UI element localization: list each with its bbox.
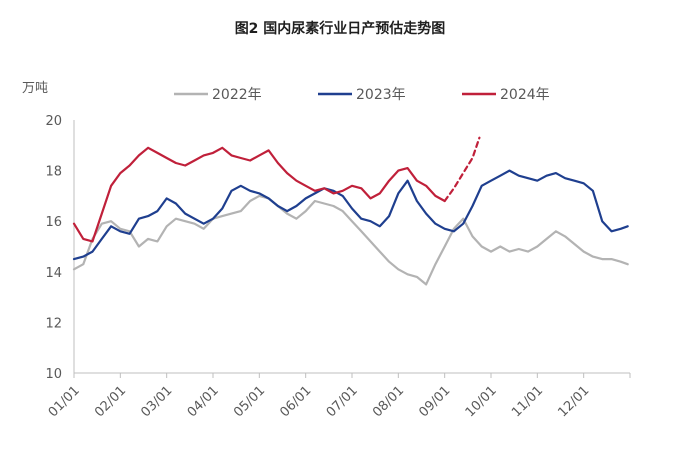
- x-tick-label: 10/01: [463, 383, 500, 420]
- legend-label: 2023年: [356, 87, 406, 103]
- y-tick-label: 20: [45, 114, 62, 129]
- x-tick-label: 11/01: [509, 383, 546, 420]
- series-line-2: [72, 169, 629, 261]
- x-tick-label: 07/01: [324, 383, 361, 420]
- series-line-1: [72, 194, 629, 286]
- series-line-4: [443, 136, 481, 203]
- x-tick-label: 06/01: [277, 383, 314, 420]
- y-tick-label: 18: [45, 165, 62, 180]
- x-tick-label: 02/01: [92, 383, 129, 420]
- x-tick-label: 05/01: [231, 383, 268, 420]
- chart-title: 图2 国内尿素行业日产预估走势图: [234, 21, 446, 37]
- x-tick-label: 03/01: [138, 383, 175, 420]
- y-tick-label: 14: [45, 266, 62, 281]
- y-axis-unit-label: 万吨: [22, 81, 48, 96]
- x-tick-label: 01/01: [46, 383, 83, 420]
- legend-label: 2022年: [212, 87, 262, 103]
- y-tick-label: 10: [45, 367, 62, 382]
- x-tick-label: 08/01: [370, 383, 407, 420]
- x-tick-label: 09/01: [416, 383, 453, 420]
- x-tick-label: 12/01: [555, 383, 592, 420]
- y-tick-label: 16: [45, 215, 62, 230]
- series-line-3: [72, 146, 446, 243]
- y-tick-label: 12: [45, 316, 62, 331]
- x-tick-label: 04/01: [185, 383, 222, 420]
- legend-label: 2024年: [500, 87, 550, 103]
